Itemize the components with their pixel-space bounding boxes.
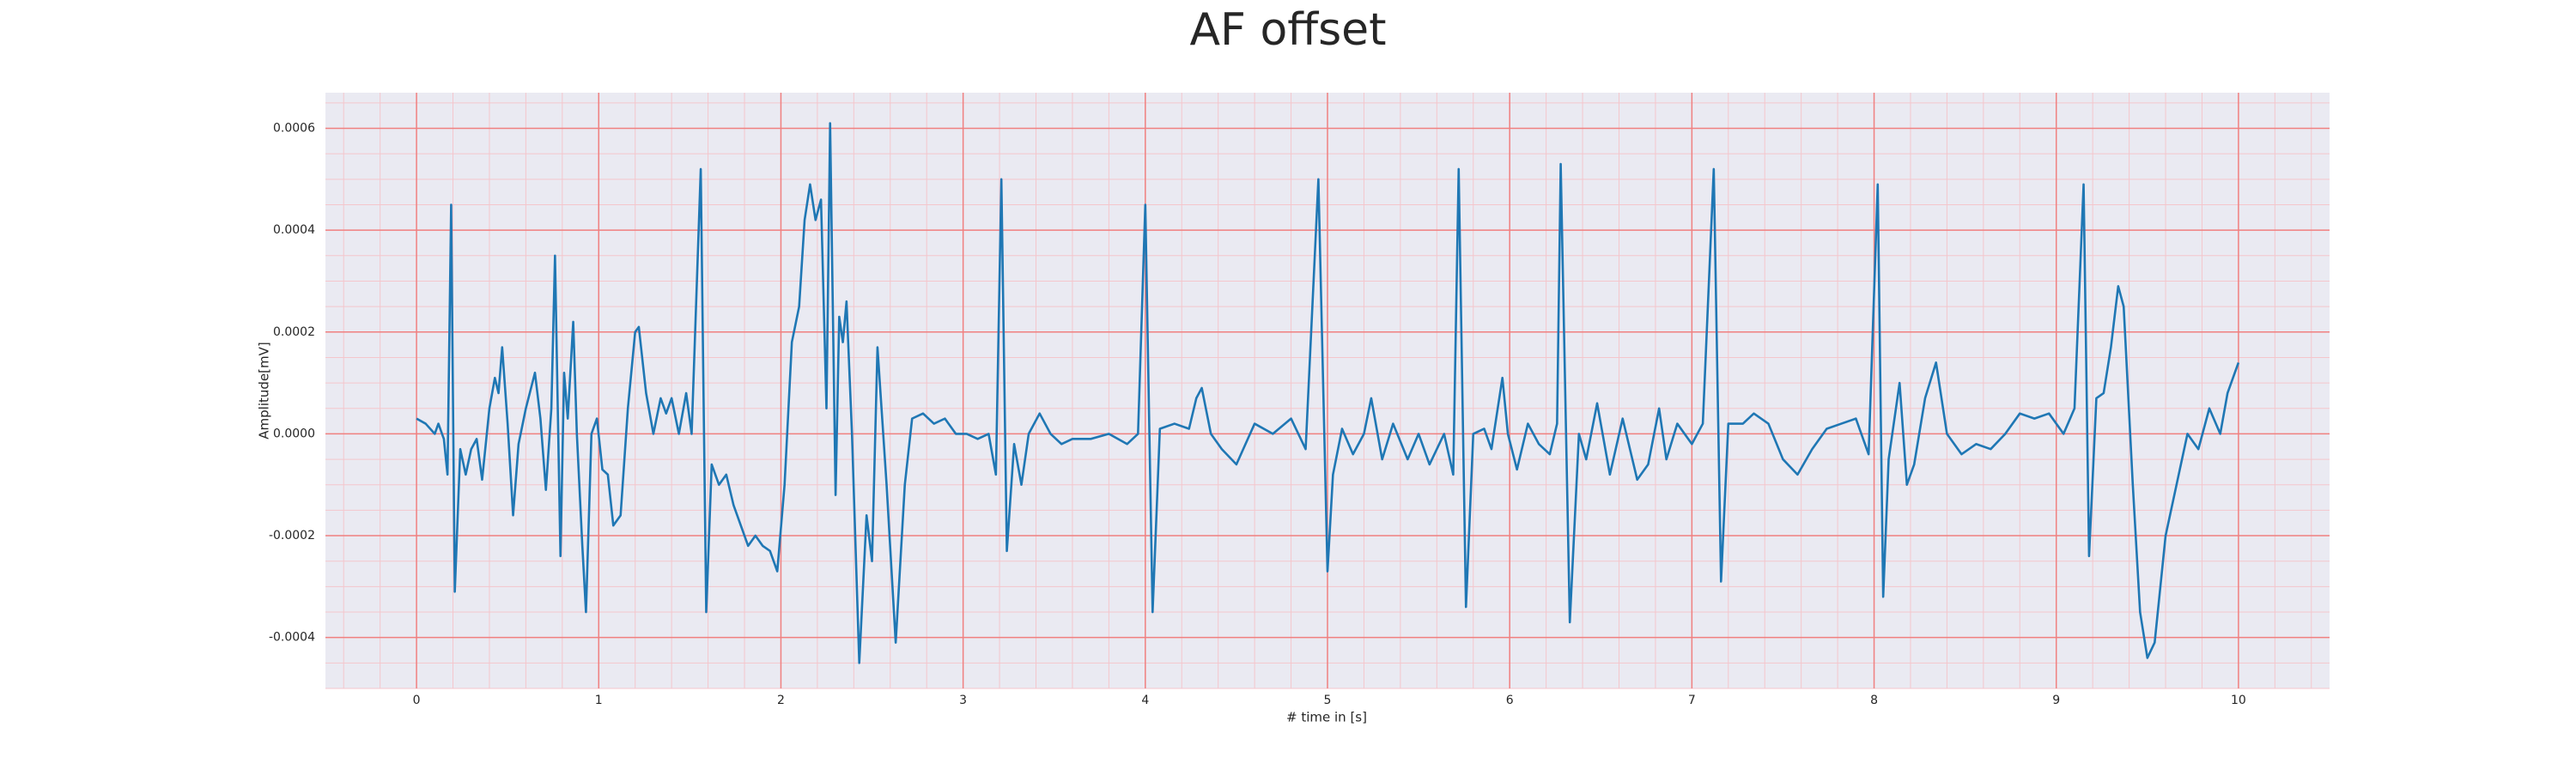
y-tick-label: -0.0002	[269, 529, 315, 543]
x-tick-label: 10	[2231, 694, 2246, 707]
x-tick-label: 4	[1141, 694, 1149, 707]
chart-title: AF offset	[1189, 4, 1386, 56]
y-tick-label: 0.0006	[273, 122, 315, 136]
y-axis-label: Amplitude[mV]	[257, 342, 272, 439]
y-tick-label: -0.0004	[269, 631, 315, 645]
signal-line	[416, 122, 2240, 664]
y-tick-label: 0.0004	[273, 223, 315, 237]
y-tick-label: 0.0000	[273, 427, 315, 440]
x-tick-label: 3	[959, 694, 967, 707]
x-tick-label: 7	[1688, 694, 1696, 707]
x-tick-label: 0	[413, 694, 421, 707]
x-tick-label: 5	[1324, 694, 1332, 707]
x-tick-label: 2	[777, 694, 785, 707]
x-tick-label: 9	[2052, 694, 2060, 707]
x-tick-label: 6	[1506, 694, 1514, 707]
x-axis-label: # time in [s]	[1286, 710, 1367, 725]
x-tick-label: 1	[595, 694, 603, 707]
y-tick-label: 0.0002	[273, 325, 315, 339]
x-tick-label: 8	[1870, 694, 1878, 707]
